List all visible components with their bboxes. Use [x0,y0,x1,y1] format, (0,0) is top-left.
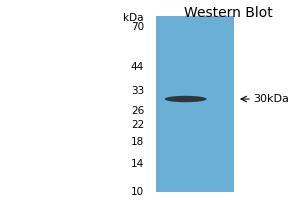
Text: kDa: kDa [124,13,144,23]
Text: Western Blot: Western Blot [184,6,272,20]
Bar [156,16,234,192]
Text: 10: 10 [131,187,144,197]
Text: 33: 33 [131,86,144,96]
Text: 70: 70 [131,22,144,32]
Text: 44: 44 [131,62,144,72]
Text: 30kDa: 30kDa [254,94,290,104]
Text: 18: 18 [131,137,144,147]
Text: 26: 26 [131,106,144,116]
Text: 22: 22 [131,120,144,130]
Ellipse shape [165,96,207,102]
Text: 14: 14 [131,159,144,169]
